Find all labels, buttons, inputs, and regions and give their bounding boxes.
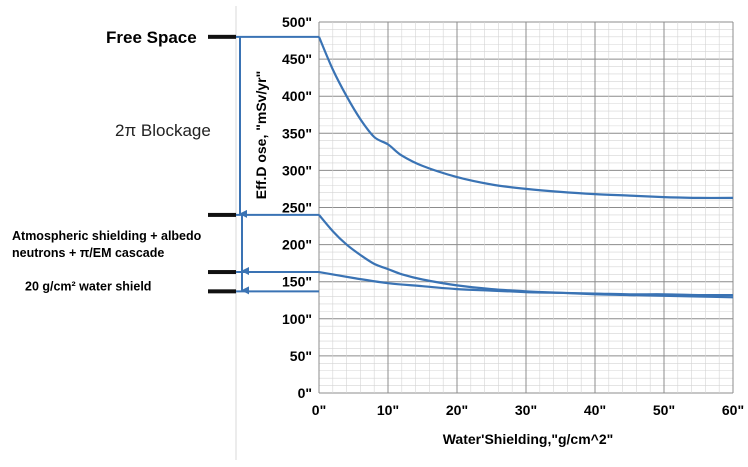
water-shield-label: 20 g/cm² water shield xyxy=(25,279,151,293)
free-space-label: Free Space xyxy=(106,28,197,47)
y-tick-label: 0" xyxy=(298,385,312,401)
free-space-tick xyxy=(208,34,236,39)
x-tick-label: 50" xyxy=(653,402,675,418)
x-tick-label: 40" xyxy=(584,402,606,418)
y-tick-label: 350" xyxy=(282,125,312,141)
x-axis-label: Water'Shielding,"g/cm^2" xyxy=(443,431,614,447)
y-tick-label: 300" xyxy=(282,162,312,178)
y-tick-label: 250" xyxy=(282,200,312,216)
y-tick-label: 400" xyxy=(282,88,312,104)
series-line-1 xyxy=(317,36,734,200)
y-tick-label: 500" xyxy=(282,14,312,30)
atmospheric-tick xyxy=(208,270,236,275)
water-shield-tick xyxy=(208,289,236,294)
x-tick-label: 60" xyxy=(722,402,744,418)
y-axis-label: Eff.D ose, "mSv/yr" xyxy=(253,71,269,199)
y-tick-label: 50" xyxy=(290,348,312,364)
series-line-3 xyxy=(318,271,734,297)
blockage-label: 2π Blockage xyxy=(115,121,211,140)
atmospheric-label-line1: Atmospheric shielding + albedo xyxy=(12,229,202,243)
x-tick-label: 0" xyxy=(312,402,326,418)
y-tick-label: 150" xyxy=(282,274,312,290)
x-tick-label: 20" xyxy=(446,402,468,418)
y-tick-label: 450" xyxy=(282,51,312,67)
atmospheric-label-line2: neutrons + π/EM cascade xyxy=(12,246,164,260)
x-tick-label: 30" xyxy=(515,402,537,418)
y-tick-label: 100" xyxy=(282,311,312,327)
y-tick-label: 200" xyxy=(282,237,312,253)
blockage-tick xyxy=(208,212,236,217)
x-tick-label: 10" xyxy=(377,402,399,418)
